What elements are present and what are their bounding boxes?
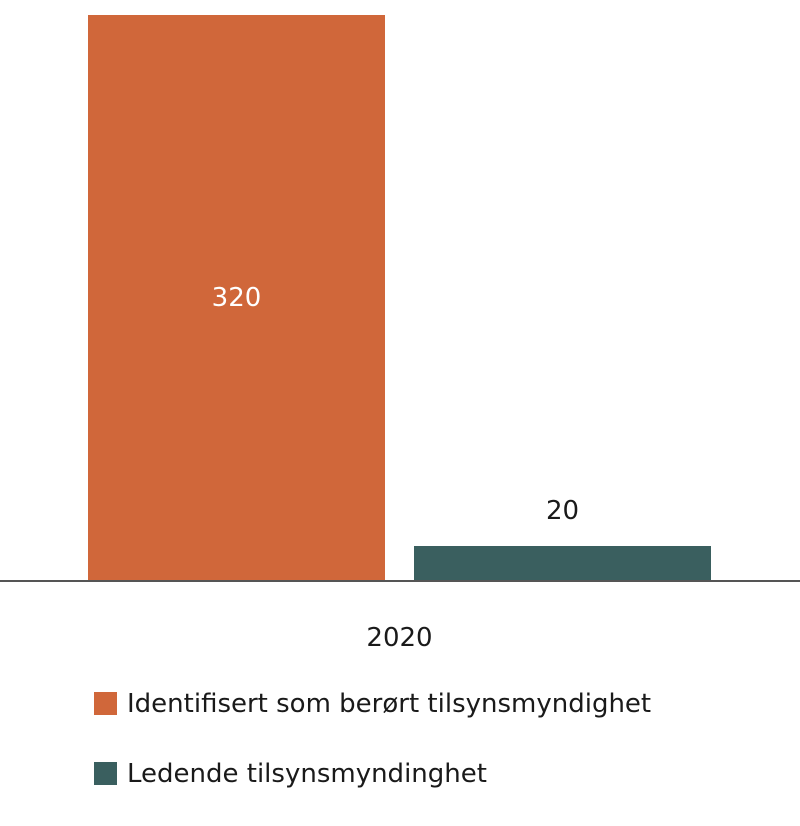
bar-ledende: 20 bbox=[414, 496, 711, 581]
legend-swatch-icon bbox=[94, 762, 117, 785]
bar-value-label: 20 bbox=[545, 496, 580, 526]
legend-label: Identifisert som berørt tilsynsmyndighet bbox=[127, 688, 652, 719]
legend: Identifisert som berørt tilsynsmyndighet… bbox=[94, 686, 651, 826]
legend-swatch-icon bbox=[94, 692, 117, 715]
plot-area: 320 20 bbox=[88, 15, 711, 581]
legend-item-identifisert: Identifisert som berørt tilsynsmyndighet bbox=[94, 686, 651, 721]
x-axis-line bbox=[0, 580, 800, 582]
bar-value-label: 320 bbox=[211, 283, 262, 313]
legend-label: Ledende tilsynsmyndinghet bbox=[127, 758, 487, 789]
x-axis-category-label: 2020 bbox=[366, 623, 433, 653]
legend-item-ledende: Ledende tilsynsmyndinghet bbox=[94, 756, 651, 791]
bar-identifisert: 320 bbox=[88, 15, 385, 581]
